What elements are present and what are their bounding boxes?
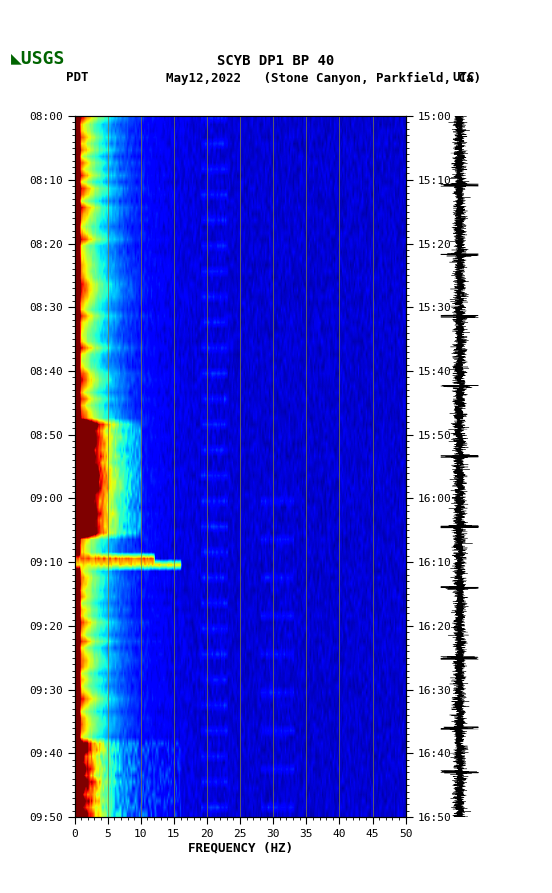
Text: ◣USGS: ◣USGS [11, 49, 66, 67]
Text: UTC: UTC [453, 71, 475, 85]
X-axis label: FREQUENCY (HZ): FREQUENCY (HZ) [188, 842, 293, 855]
Text: PDT: PDT [66, 71, 89, 85]
Text: SCYB DP1 BP 40: SCYB DP1 BP 40 [217, 54, 335, 68]
Text: May12,2022   (Stone Canyon, Parkfield, Ca): May12,2022 (Stone Canyon, Parkfield, Ca) [166, 71, 481, 85]
